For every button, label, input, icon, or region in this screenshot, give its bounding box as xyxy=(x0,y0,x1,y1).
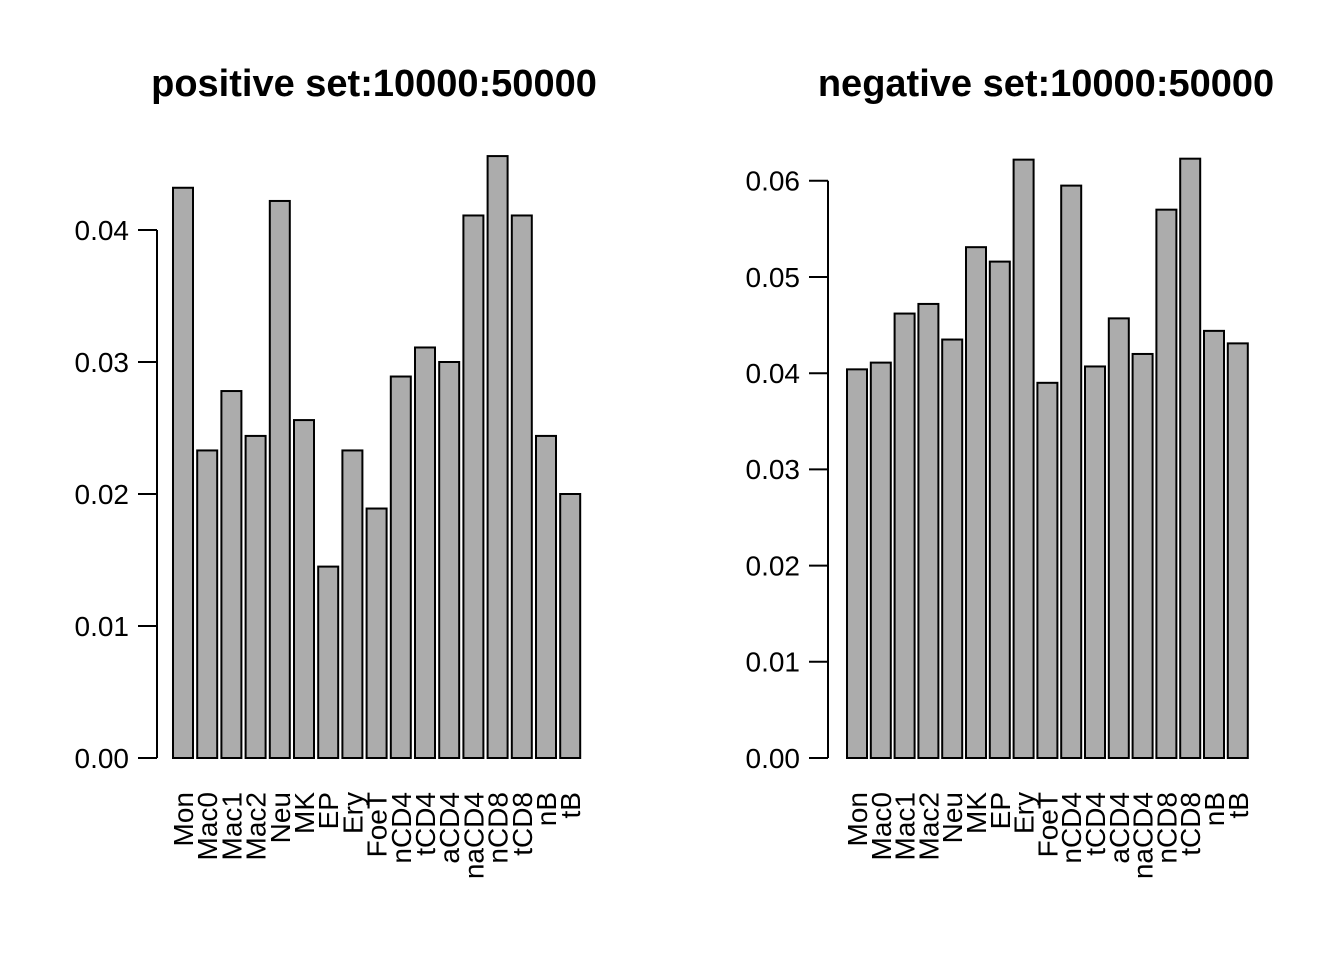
bar xyxy=(268,199,291,759)
y-tick-label: 0.05 xyxy=(746,262,801,293)
bar xyxy=(389,375,412,759)
bar xyxy=(317,565,340,759)
bar xyxy=(559,493,582,759)
bar xyxy=(893,312,916,759)
y-tick-label: 0.06 xyxy=(746,166,801,197)
bar xyxy=(1012,158,1035,760)
x-category-label: tCD4 xyxy=(410,792,441,856)
bar xyxy=(196,449,219,759)
x-category-label: tB xyxy=(555,792,586,818)
bar xyxy=(486,155,509,759)
x-category-label: tCD8 xyxy=(507,792,538,856)
x-category-label: aCD4 xyxy=(434,792,465,864)
bar xyxy=(341,449,364,759)
bar xyxy=(535,434,557,759)
bar xyxy=(172,186,194,759)
x-category-label: Ery xyxy=(337,792,368,834)
x-category-label: MK xyxy=(961,792,992,834)
chart-title: positive set:10000:50000 xyxy=(151,63,597,105)
bar xyxy=(1107,317,1130,759)
bar xyxy=(869,361,892,759)
bar xyxy=(462,214,485,760)
y-tick-label: 0.02 xyxy=(75,479,130,510)
bar xyxy=(1179,157,1202,759)
y-tick-label: 0.02 xyxy=(746,550,801,581)
x-category-label: naCD4 xyxy=(1128,792,1159,879)
x-category-label: Mac2 xyxy=(913,792,944,860)
bar xyxy=(293,419,315,759)
y-tick-label: 0.01 xyxy=(746,647,801,678)
bar xyxy=(365,507,388,759)
bar xyxy=(917,302,940,759)
y-tick-label: 0.04 xyxy=(746,358,801,389)
bar xyxy=(1060,184,1083,760)
bar xyxy=(941,338,964,759)
x-category-label: Neu xyxy=(265,792,296,843)
bar xyxy=(414,346,436,759)
bar xyxy=(1203,329,1225,759)
y-tick-label: 0.04 xyxy=(75,215,130,246)
x-category-label: nB xyxy=(1199,792,1230,826)
y-tick-label: 0.00 xyxy=(746,743,801,774)
x-category-label: nCD8 xyxy=(1151,792,1182,864)
y-tick-label: 0.03 xyxy=(746,454,801,485)
x-category-label: tCD4 xyxy=(1080,792,1111,856)
x-category-label: nCD4 xyxy=(1056,792,1087,864)
x-category-label: Mac1 xyxy=(216,792,247,860)
bar xyxy=(988,260,1011,759)
x-category-label: Mon xyxy=(842,792,873,846)
bar xyxy=(1036,381,1059,759)
y-tick-label: 0.00 xyxy=(75,743,130,774)
x-category-label: naCD4 xyxy=(458,792,489,879)
x-category-label: Ery xyxy=(1009,792,1040,834)
x-category-label: MK xyxy=(289,792,320,834)
bar xyxy=(510,214,533,760)
x-category-label: Mac2 xyxy=(241,792,272,860)
chart-title: negative set:10000:50000 xyxy=(818,63,1274,105)
chart-negative: negative set:10000:50000 0.00 0.01 0.02 0.03… xyxy=(746,63,1275,879)
x-category-label: aCD4 xyxy=(1104,792,1135,864)
bar xyxy=(846,368,868,759)
x-category-label: Mac0 xyxy=(866,792,897,860)
bar xyxy=(965,246,987,759)
bar xyxy=(220,390,243,759)
bar xyxy=(1155,208,1178,760)
x-category-label: Neu xyxy=(937,792,968,843)
bar xyxy=(1084,365,1106,759)
bar xyxy=(1131,352,1154,759)
bar xyxy=(1226,342,1249,759)
x-category-label: nCD8 xyxy=(483,792,514,864)
bar xyxy=(438,361,461,759)
y-tick-label: 0.03 xyxy=(75,347,130,378)
x-category-label: Mon xyxy=(168,792,199,846)
x-category-label: Mac0 xyxy=(192,792,223,860)
x-category-label: EP xyxy=(985,792,1016,829)
x-category-label: Mac1 xyxy=(890,792,921,860)
y-tick-label: 0.01 xyxy=(75,611,130,642)
x-category-label: FoeT xyxy=(1032,792,1063,857)
x-category-label: FoeT xyxy=(362,792,393,857)
x-category-label: EP xyxy=(313,792,344,829)
x-category-label: nCD4 xyxy=(386,792,417,864)
x-category-label: tB xyxy=(1223,792,1254,818)
chart-positive: positive set:10000:50000 0.00 0.01 0.02 0.03… xyxy=(75,63,597,879)
bar xyxy=(244,434,267,759)
x-category-label: tCD8 xyxy=(1175,792,1206,856)
x-category-label: nB xyxy=(531,792,562,826)
